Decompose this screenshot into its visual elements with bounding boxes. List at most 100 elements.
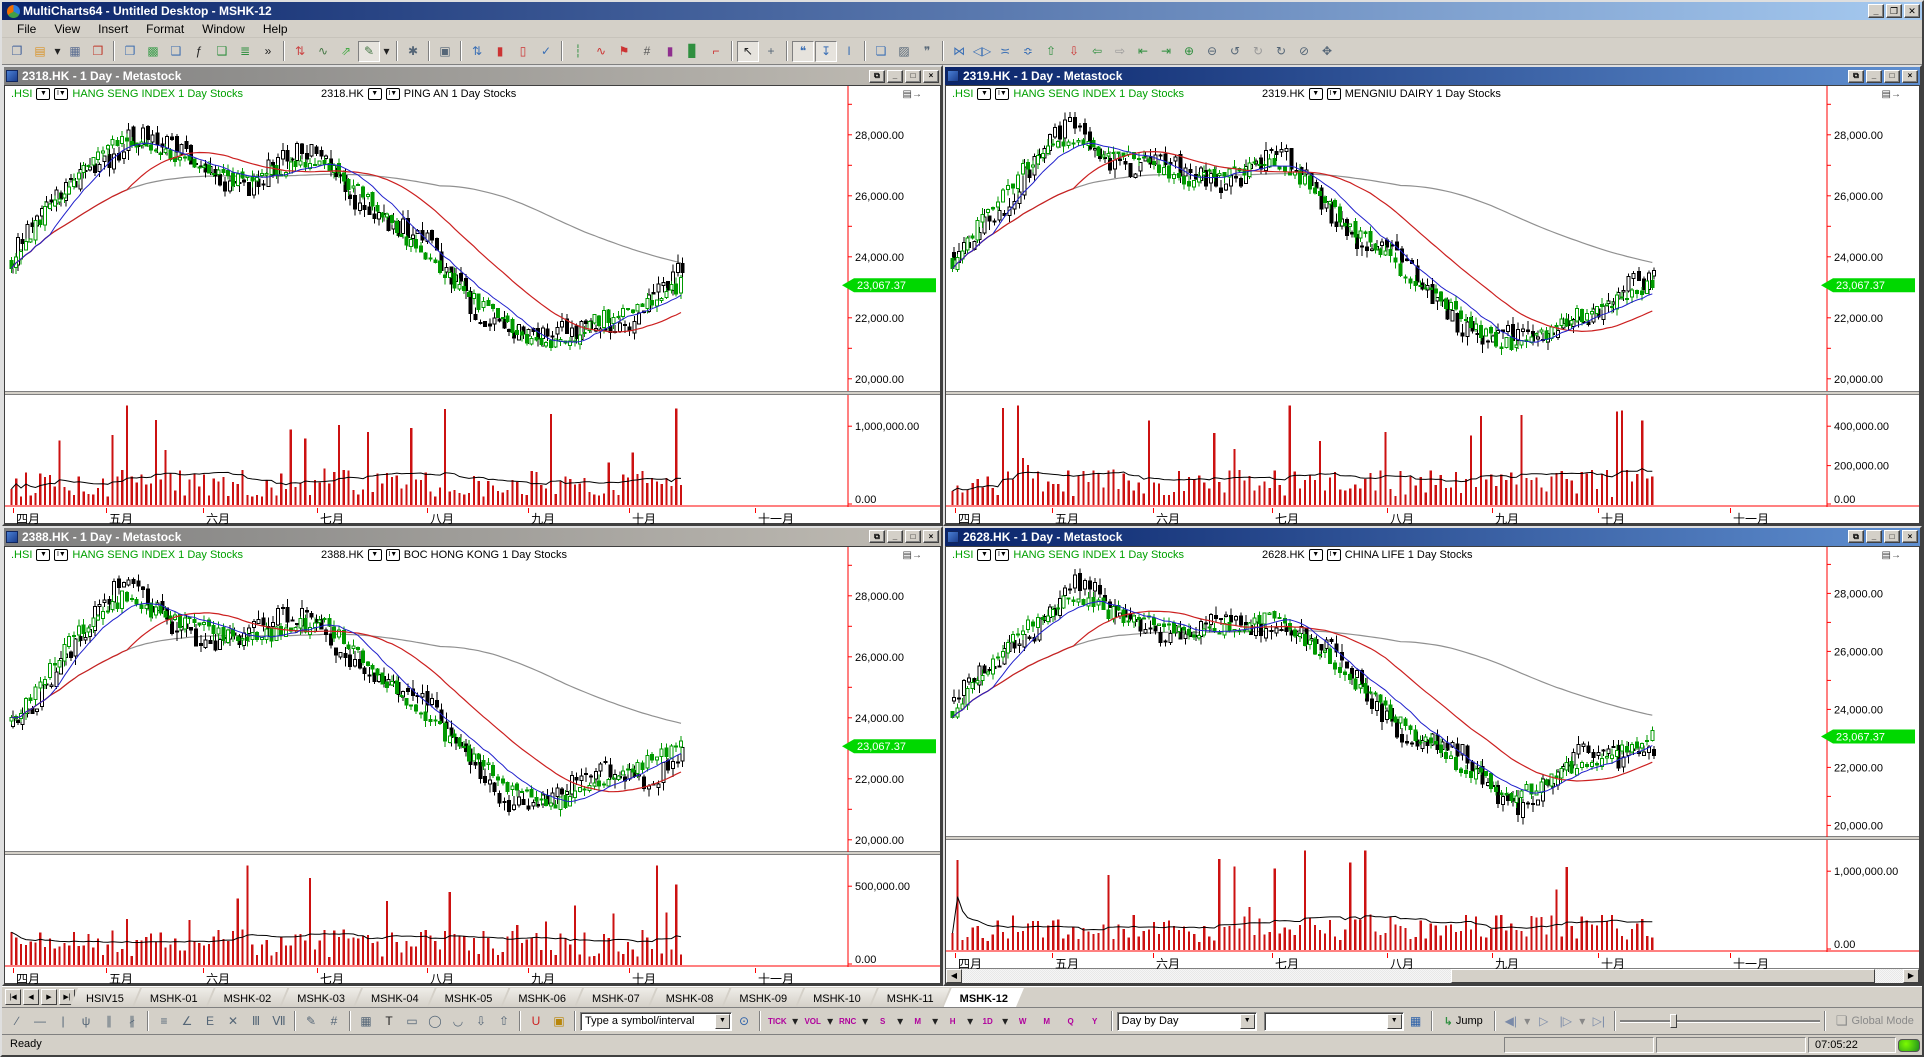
menu-file[interactable]: File (17, 21, 37, 36)
legend-symbol[interactable]: 2628.HK (1261, 548, 1305, 561)
resolution-tick-button[interactable]: TICK (765, 1010, 790, 1032)
minimize-window-button[interactable]: _ (1866, 530, 1882, 543)
playback-interval-combo[interactable]: ▼ (1263, 1011, 1404, 1031)
resolution-hours-button[interactable]: H (940, 1010, 965, 1032)
insert-curve-icon[interactable]: ∿ (312, 40, 334, 62)
price-pane[interactable]: 20,000.00 22,000.00 24,000.00 26,000.00 28,0… (946, 546, 1919, 837)
price-label-icon[interactable]: ▦ (355, 1010, 377, 1032)
resolution-range-button-dropdown[interactable]: ▾ (859, 1010, 871, 1032)
legend-symbol[interactable]: .HSI (952, 88, 974, 100)
format-window-icon[interactable]: ▩ (142, 40, 164, 62)
step-back-button[interactable]: ◀| (1499, 1010, 1522, 1032)
resolution-days-button[interactable]: 1D (975, 1010, 1000, 1032)
maximize-window-button[interactable]: □ (1884, 530, 1900, 543)
legend-dropdown-icon[interactable]: ▼ (36, 88, 51, 100)
legend-symbol[interactable]: .HSI (11, 548, 33, 561)
close-window-icon[interactable]: ❒ (87, 40, 109, 62)
scroll-right-icon[interactable]: ▶ (1903, 969, 1919, 983)
clock-icon[interactable]: ⊙ (733, 1010, 755, 1032)
volume-pane[interactable]: 0.00 1,000,000.00 (946, 840, 1919, 952)
pane-splitter[interactable] (946, 836, 1919, 840)
shift-right-icon[interactable]: ⇨ (1109, 40, 1131, 62)
parallel-channel-icon[interactable]: ∥ (98, 1010, 120, 1032)
chart-window-titlebar[interactable]: 2628.HK - 1 Day - Metastock ⧉ _ □ × (945, 527, 1920, 546)
pane-splitter[interactable] (5, 851, 940, 855)
text-cursor-icon[interactable]: I (838, 40, 860, 62)
fib-retracement-icon[interactable]: ≡ (153, 1010, 175, 1032)
apply-check-icon[interactable]: ✓ (535, 40, 557, 62)
window-properties-icon[interactable]: ▣ (434, 40, 456, 62)
zoom-reset-icon[interactable]: ⊘ (1293, 40, 1315, 62)
detach-window-button[interactable]: ⧉ (869, 69, 885, 83)
scrollbar-track[interactable] (962, 969, 1903, 983)
chart-window-titlebar[interactable]: 2318.HK - 1 Day - Metastock ⧉ _ □ × (4, 67, 941, 85)
scale-up-icon[interactable]: ⇧ (1040, 40, 1062, 62)
workspace-tab-hsiv15[interactable]: HSIV15 (70, 988, 140, 1007)
detach-window-button[interactable]: ⧉ (869, 530, 885, 543)
menu-format[interactable]: Format (146, 21, 185, 36)
open-desktop-icon[interactable]: ▤ (29, 40, 51, 62)
legend-interval-dropdown-icon[interactable]: I▼ (54, 548, 69, 561)
data-window-icon[interactable]: ❏ (870, 40, 892, 62)
workspace-tab-mshk-04[interactable]: MSHK-04 (355, 988, 435, 1007)
play-button[interactable]: ▷ (1532, 1010, 1555, 1032)
vertical-cursor-icon[interactable]: ↧ (815, 40, 837, 62)
stay-drawing-mode-icon[interactable]: ▣ (548, 1010, 570, 1032)
resolution-years-button[interactable]: Y (1082, 1010, 1107, 1032)
legend-dropdown-icon[interactable]: ▼ (1308, 88, 1323, 100)
legend-interval-dropdown-icon[interactable]: I▼ (1326, 548, 1341, 561)
price-pane[interactable]: 20,000.00 22,000.00 24,000.00 26,000.00 28,0… (946, 86, 1919, 391)
legend-interval-dropdown-icon[interactable]: I▼ (385, 548, 400, 561)
menu-help[interactable]: Help (262, 21, 288, 36)
resolution-volume-button-dropdown[interactable]: ▾ (824, 1010, 836, 1032)
study-settings-icon[interactable]: ✱ (402, 40, 424, 62)
legend-interval-dropdown-icon[interactable]: I▼ (995, 548, 1010, 561)
legend-interval-dropdown-icon[interactable]: I▼ (54, 88, 69, 100)
legend-dropdown-icon[interactable]: ▼ (977, 548, 992, 561)
crosshair-icon[interactable]: + (760, 40, 782, 62)
shift-left-icon[interactable]: ⇦ (1086, 40, 1108, 62)
expand-vertical-icon[interactable]: ≎ (1017, 40, 1039, 62)
playback-mode-combo[interactable]: Day by Day ▼ (1116, 1011, 1257, 1031)
resolution-volume-button[interactable]: VOL (800, 1010, 825, 1032)
legend-dropdown-icon[interactable]: ▼ (367, 88, 382, 100)
legend-interval-dropdown-icon[interactable]: I▼ (385, 88, 400, 100)
legend-dropdown-icon[interactable]: ▼ (977, 88, 992, 100)
chart-window-titlebar[interactable]: 2388.HK - 1 Day - Metastock ⧉ _ □ × (4, 527, 941, 546)
flag-chart-icon[interactable]: ⚑ (613, 40, 635, 62)
resolution-weeks-button[interactable]: W (1010, 1010, 1035, 1032)
kagi-icon[interactable]: ⌐ (705, 40, 727, 62)
legend-symbol[interactable]: .HSI (11, 88, 33, 100)
insert-symbol-icon[interactable]: ❑ (165, 40, 187, 62)
prev-tab-button[interactable]: ◀ (23, 989, 39, 1005)
point-figure-icon[interactable]: # (636, 40, 658, 62)
resolution-minutes-button[interactable]: M (905, 1010, 930, 1032)
legend-dropdown-icon[interactable]: ▼ (1308, 548, 1323, 561)
close-window-button[interactable]: × (923, 69, 939, 83)
play-to-end-dropdown[interactable]: ▾ (1576, 1010, 1588, 1032)
compress-vertical-icon[interactable]: ≍ (994, 40, 1016, 62)
chart-shift-icon[interactable]: ▤→ (1881, 89, 1901, 100)
snapshot-icon[interactable]: ▨ (893, 40, 915, 62)
zoom-in-icon[interactable]: ⊕ (1178, 40, 1200, 62)
insert-instrument-icon[interactable]: ⇅ (289, 40, 311, 62)
resolution-hours-button-dropdown[interactable]: ▾ (964, 1010, 976, 1032)
chart-window-titlebar[interactable]: 2319.HK - 1 Day - Metastock ⧉ _ □ × (945, 67, 1920, 85)
legend-symbol[interactable]: .HSI (952, 548, 974, 561)
volume-pane[interactable]: 0.00 1,000,000.00 (5, 394, 940, 507)
price-pane[interactable]: 20,000.00 22,000.00 24,000.00 26,000.00 28,0… (5, 546, 940, 852)
grid-tool-icon[interactable]: # (323, 1010, 345, 1032)
workspace-tab-mshk-09[interactable]: MSHK-09 (723, 988, 803, 1007)
freehand-draw-icon[interactable]: ✎ (300, 1010, 322, 1032)
chart-shift-icon[interactable]: ▤→ (902, 549, 922, 561)
play-to-end-button[interactable]: |▷ (1554, 1010, 1577, 1032)
undo-all-icon[interactable]: ↻ (1247, 40, 1269, 62)
legend-dropdown-icon[interactable]: ▼ (367, 548, 382, 561)
workspace-tab-mshk-12[interactable]: MSHK-12 (944, 988, 1024, 1007)
legend-interval-dropdown-icon[interactable]: I▼ (995, 88, 1010, 100)
go-begin-icon[interactable]: ⇤ (1132, 40, 1154, 62)
pan-hand-icon[interactable]: ✥ (1316, 40, 1338, 62)
symbol-combo-dropdown[interactable]: ▼ (715, 1013, 730, 1029)
insert-arrows-icon[interactable]: ⇗ (335, 40, 357, 62)
legend-dropdown-icon[interactable]: ▼ (36, 548, 51, 561)
